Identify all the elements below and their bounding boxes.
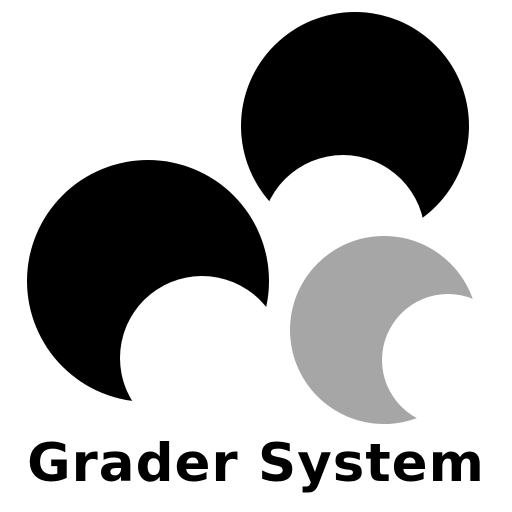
grey-crescent: [290, 236, 478, 424]
logo-emblem: [27, 12, 478, 424]
logo-wordmark: Grader System: [27, 433, 485, 494]
top-black-crescent: [241, 12, 469, 240]
left-black-crescent: [27, 160, 269, 402]
